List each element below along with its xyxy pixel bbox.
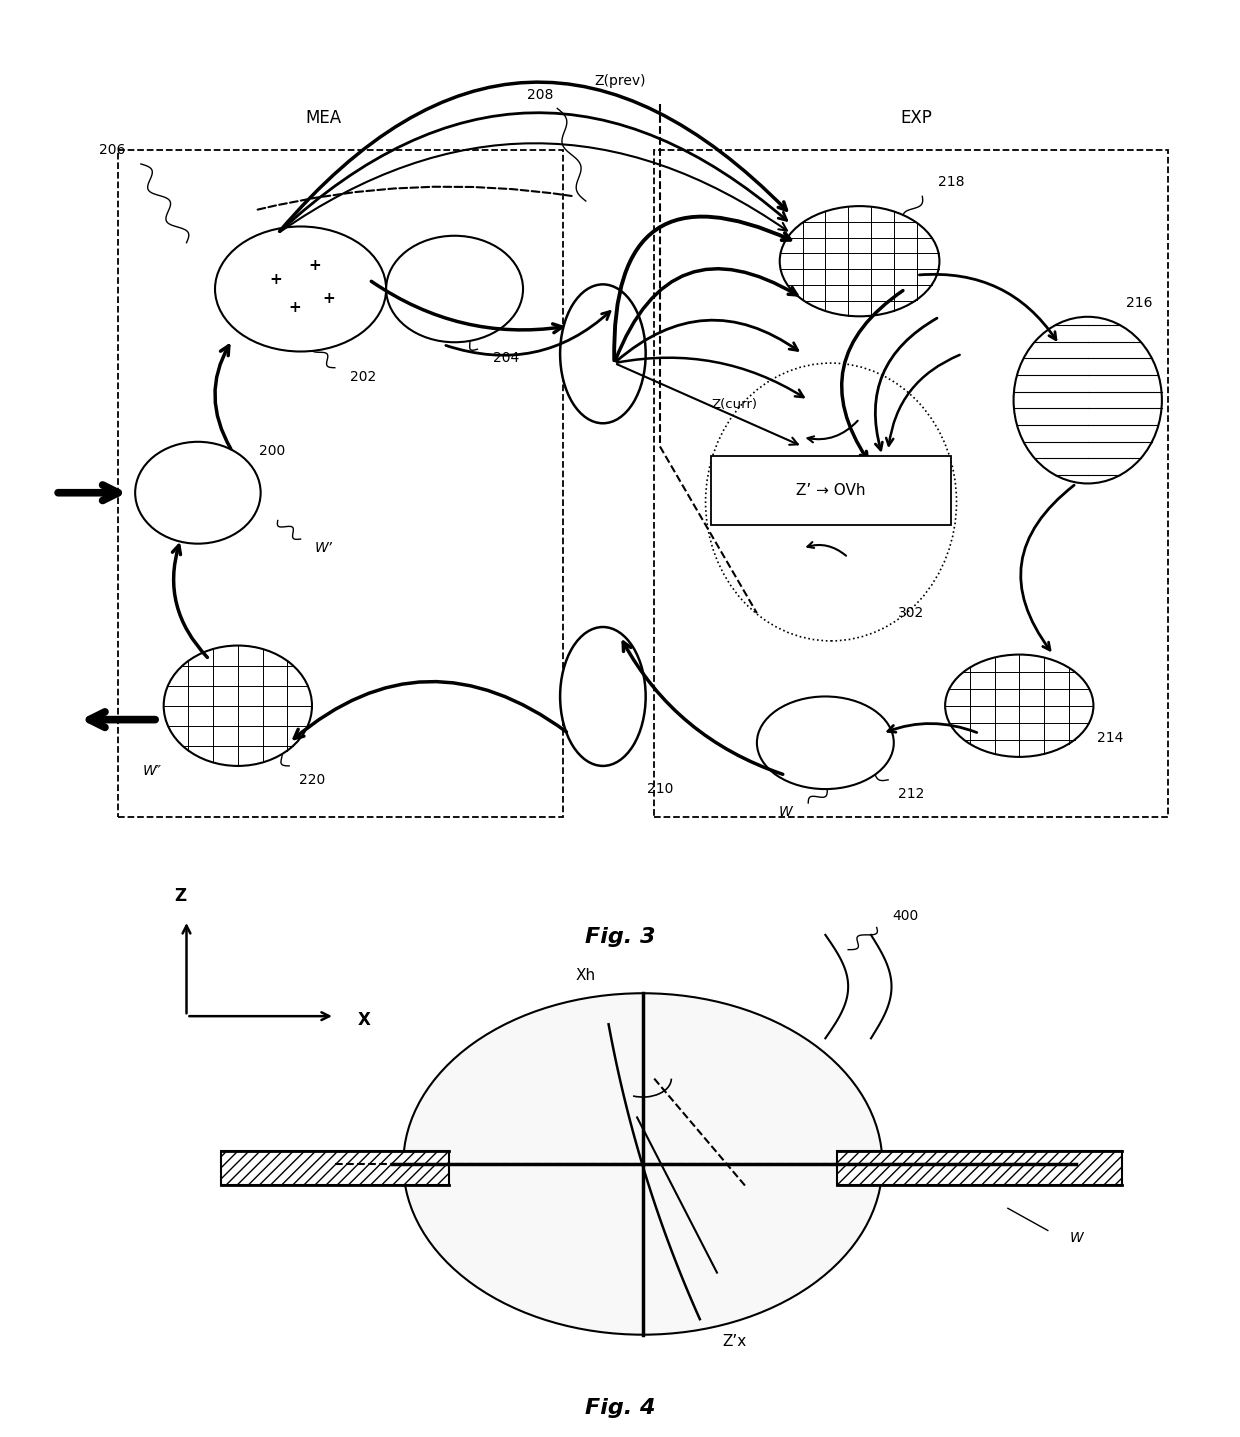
Text: EXP: EXP xyxy=(900,109,932,126)
Text: Z’ → OVh: Z’ → OVh xyxy=(796,483,866,497)
Text: Z’x: Z’x xyxy=(722,1335,746,1349)
Bar xyxy=(655,149,1168,816)
Bar xyxy=(221,1151,449,1184)
Text: Z(prev): Z(prev) xyxy=(594,73,646,88)
Text: 302: 302 xyxy=(898,606,924,621)
Text: +: + xyxy=(289,300,301,315)
Text: 212: 212 xyxy=(898,786,924,800)
FancyBboxPatch shape xyxy=(712,456,951,525)
Text: +: + xyxy=(322,290,336,306)
Text: W: W xyxy=(779,805,792,819)
Text: 216: 216 xyxy=(1126,296,1152,310)
Ellipse shape xyxy=(1013,316,1162,483)
Ellipse shape xyxy=(403,993,883,1335)
Text: W″: W″ xyxy=(143,763,161,777)
Text: 214: 214 xyxy=(1097,731,1123,746)
Text: 204: 204 xyxy=(492,352,520,365)
Text: W’: W’ xyxy=(315,542,332,555)
Text: MEA: MEA xyxy=(305,109,341,126)
Text: 400: 400 xyxy=(892,910,919,924)
Bar xyxy=(118,149,563,816)
Bar xyxy=(837,1151,1122,1184)
Text: Fig. 4: Fig. 4 xyxy=(585,1398,655,1418)
Circle shape xyxy=(135,441,260,543)
Text: X: X xyxy=(357,1010,371,1029)
Ellipse shape xyxy=(560,627,646,766)
Ellipse shape xyxy=(215,227,386,352)
Text: 218: 218 xyxy=(937,175,963,190)
Text: Fig. 3: Fig. 3 xyxy=(585,927,655,947)
Ellipse shape xyxy=(756,697,894,789)
Text: Z: Z xyxy=(175,887,187,905)
Ellipse shape xyxy=(780,205,940,316)
Text: 206: 206 xyxy=(99,144,125,157)
Text: +: + xyxy=(308,259,321,273)
Text: 208: 208 xyxy=(527,88,553,102)
Text: W: W xyxy=(1069,1232,1084,1244)
Text: d: d xyxy=(226,1161,234,1174)
Ellipse shape xyxy=(164,645,312,766)
Text: 210: 210 xyxy=(647,782,673,796)
Text: Xh: Xh xyxy=(575,967,596,983)
Text: 200: 200 xyxy=(259,444,285,458)
Text: +: + xyxy=(269,272,281,287)
Ellipse shape xyxy=(386,236,523,342)
Text: Z(curr): Z(curr) xyxy=(711,398,758,411)
Text: 220: 220 xyxy=(299,773,325,787)
Text: 202: 202 xyxy=(350,369,377,384)
Ellipse shape xyxy=(560,285,646,424)
Ellipse shape xyxy=(945,655,1094,757)
